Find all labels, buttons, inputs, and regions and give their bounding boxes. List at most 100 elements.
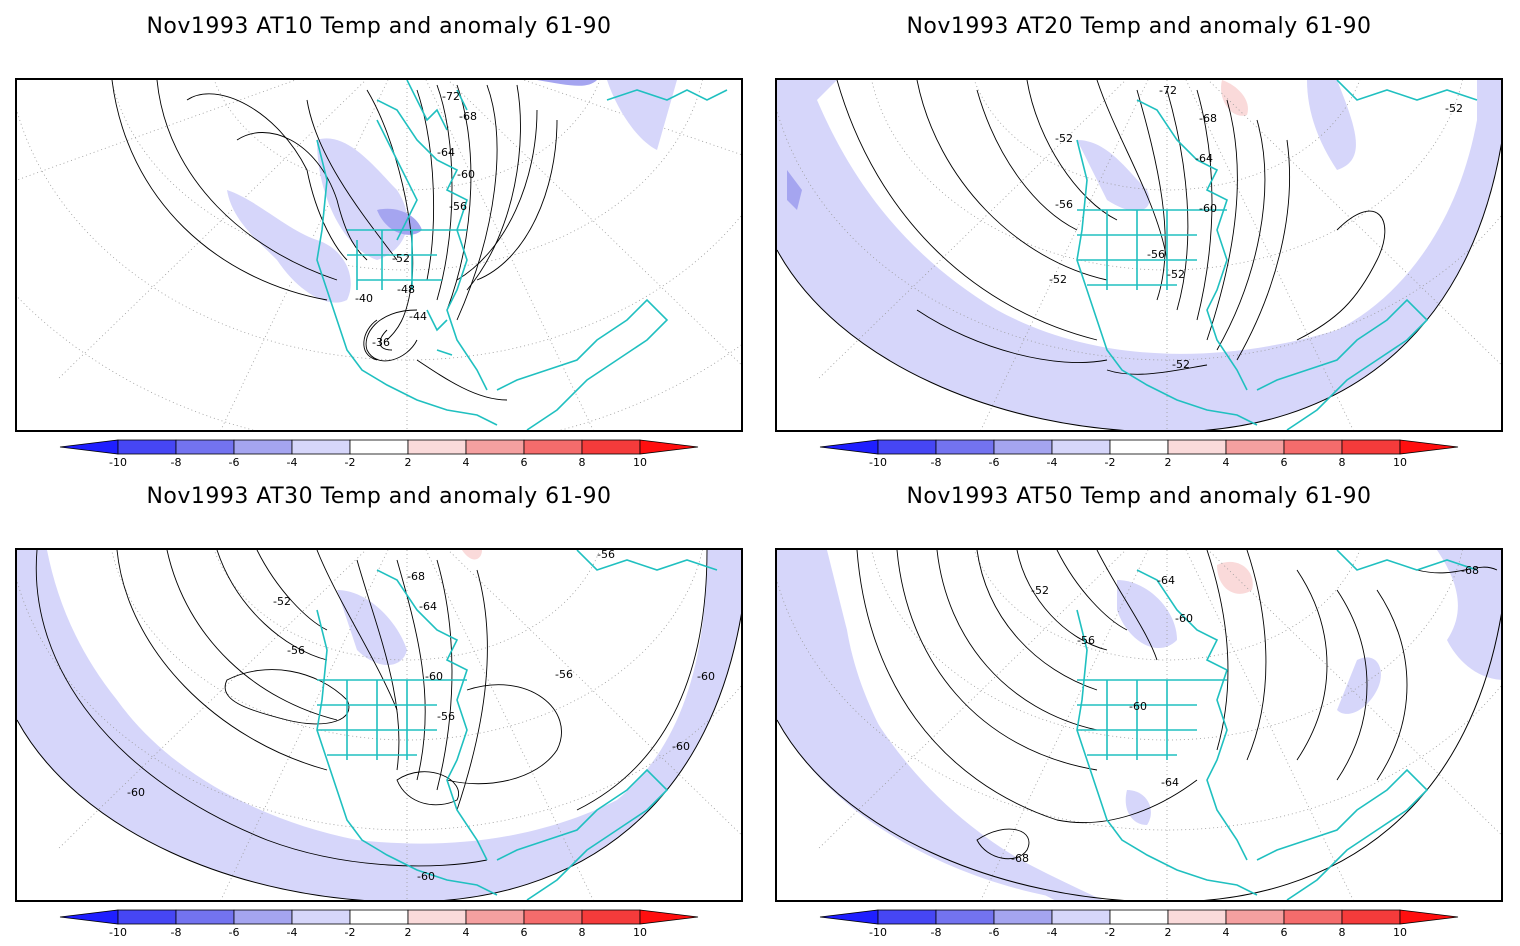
colorbar-svg: -10 -8 -6 -4 -2 2 4 6 8 10 — [819, 439, 1459, 469]
anomaly-positive — [1217, 561, 1253, 594]
colorbar-tick-label: 10 — [1393, 456, 1407, 469]
colorbar-arrow-low — [819, 439, 879, 455]
colorbar-segment — [1283, 439, 1343, 455]
contour-label: -60 — [1199, 202, 1217, 215]
coastline — [1076, 550, 1478, 900]
anomaly-positive — [462, 550, 482, 560]
anomaly-region — [1117, 580, 1177, 649]
temperature-contours — [35, 550, 708, 867]
colorbar-tick-label: 8 — [1339, 926, 1346, 939]
colorbar-segment — [1109, 909, 1169, 925]
colorbar-tick-label: -2 — [345, 926, 356, 939]
colorbar-segment — [993, 909, 1053, 925]
contour-label: -52 — [1049, 273, 1067, 286]
colorbar-arrow-low — [819, 909, 879, 925]
colorbar-segment — [1051, 909, 1111, 925]
colorbar-tick-label: -8 — [171, 456, 182, 469]
colorbar-tick-label: 8 — [579, 926, 586, 939]
colorbar-segment — [349, 439, 409, 455]
panel-title: Nov1993 AT50 Temp and anomaly 61-90 — [906, 484, 1372, 509]
colorbar-tick-label: -6 — [229, 926, 240, 939]
colorbar-tick-label: -10 — [109, 926, 127, 939]
anomaly-positive — [1221, 80, 1248, 116]
colorbar-tick-label: 4 — [1223, 456, 1230, 469]
anomaly-region — [1337, 657, 1381, 714]
contour-label: -60 — [425, 670, 443, 683]
colorbar-tick-label: -2 — [345, 456, 356, 469]
contour-label: -52 — [1055, 132, 1073, 145]
colorbar-tick-label: -4 — [287, 456, 298, 469]
colorbar: -10 -8 -6 -4 -2 2 4 6 8 10 — [15, 436, 743, 476]
colorbar-arrow-low — [59, 909, 119, 925]
contour-label: -52 — [1172, 358, 1190, 371]
anomaly-inner — [817, 80, 1477, 354]
colorbar-segment — [233, 439, 293, 455]
colorbar-tick-label: -8 — [931, 926, 942, 939]
colorbar-segment — [1225, 439, 1285, 455]
colorbar-tick-label: 2 — [405, 926, 412, 939]
map-at10: -72 -68 -64 -60 -56 -52 -48 -44 -40 -36 — [15, 78, 743, 432]
colorbar-segment — [175, 909, 235, 925]
coastline — [316, 550, 718, 900]
colorbar-tick-label: 4 — [1223, 926, 1230, 939]
colorbar-segment — [175, 439, 235, 455]
contour-label: -56 — [597, 550, 615, 561]
anomaly-band — [807, 607, 1083, 900]
colorbar: -10 -8 -6 -4 -2 2 4 6 8 10 — [775, 906, 1503, 946]
contour-label: -48 — [397, 283, 415, 296]
colorbar-tick-label: 8 — [1339, 456, 1346, 469]
contour-label: -60 — [417, 870, 435, 883]
colorbar-svg: -10 -8 -6 -4 -2 2 4 6 8 10 — [59, 909, 699, 939]
colorbar-arrow-high — [1399, 439, 1459, 455]
horizon — [17, 613, 741, 900]
anomaly-region — [1125, 790, 1151, 825]
colorbar-segment — [581, 909, 641, 925]
contour-label: -36 — [372, 336, 390, 349]
coastline — [1076, 80, 1478, 430]
colorbar-segment — [117, 439, 177, 455]
contour-label: -64 — [1157, 574, 1175, 587]
panel-title: Nov1993 AT20 Temp and anomaly 61-90 — [906, 14, 1372, 39]
colorbar-tick-label: -8 — [931, 456, 942, 469]
colorbar-tick-label: 10 — [1393, 926, 1407, 939]
colorbar-tick-label: -10 — [869, 926, 887, 939]
colorbar-segment — [1109, 439, 1169, 455]
colorbar-tick-label: -4 — [1047, 926, 1058, 939]
anomaly-region — [1307, 80, 1356, 170]
colorbar-arrow-low — [59, 439, 119, 455]
contour-label: -56 — [555, 668, 573, 681]
colorbar-segment — [1341, 909, 1401, 925]
contour-labels: -72 -68 -64 -60 -56 -52 -48 -44 -40 -36 — [355, 90, 477, 349]
panel-at30: Nov1993 AT30 Temp and anomaly 61-90 — [15, 470, 743, 939]
contour-label: -52 — [1167, 268, 1185, 281]
colorbar-segment — [1225, 909, 1285, 925]
anomaly-band — [777, 550, 1103, 900]
map-svg: -64 -60 -56 -52 -60 -64 -68 -68 — [777, 550, 1501, 900]
panel-title: Nov1993 AT10 Temp and anomaly 61-90 — [146, 14, 612, 39]
colorbar-segment — [523, 909, 583, 925]
contour-labels: -64 -60 -56 -52 -60 -64 -68 -68 — [1011, 564, 1479, 865]
colorbar-segment — [581, 439, 641, 455]
colorbar-tick-label: 2 — [1165, 456, 1172, 469]
contour-label: -44 — [409, 310, 427, 323]
contour-label: -56 — [437, 710, 455, 723]
colorbar-tick-label: -4 — [287, 926, 298, 939]
horizon — [777, 613, 1501, 900]
colorbar-segment — [117, 909, 177, 925]
colorbar-segment — [993, 439, 1053, 455]
panel-at20: Nov1993 AT20 Temp and anomaly 61-90 — [775, 0, 1503, 469]
contour-label: -72 — [442, 90, 460, 103]
temperature-contours — [836, 80, 1386, 375]
colorbar-segment — [1167, 439, 1227, 455]
contour-label: -64 — [1195, 152, 1213, 165]
contour-label: -60 — [1175, 612, 1193, 625]
contour-label: -68 — [407, 570, 425, 583]
contour-label: -52 — [273, 595, 291, 608]
colorbar-segment — [935, 909, 995, 925]
colorbar-tick-label: -6 — [229, 456, 240, 469]
colorbar-tick-label: 10 — [633, 456, 647, 469]
panel-at50: Nov1993 AT50 Temp and anomaly 61-90 — [775, 470, 1503, 939]
colorbar-segment — [935, 439, 995, 455]
map-svg: -68 -64 -60 -56 -52 -56 -56 -60 -60 -60 … — [17, 550, 741, 900]
anomaly-region — [1437, 550, 1501, 680]
